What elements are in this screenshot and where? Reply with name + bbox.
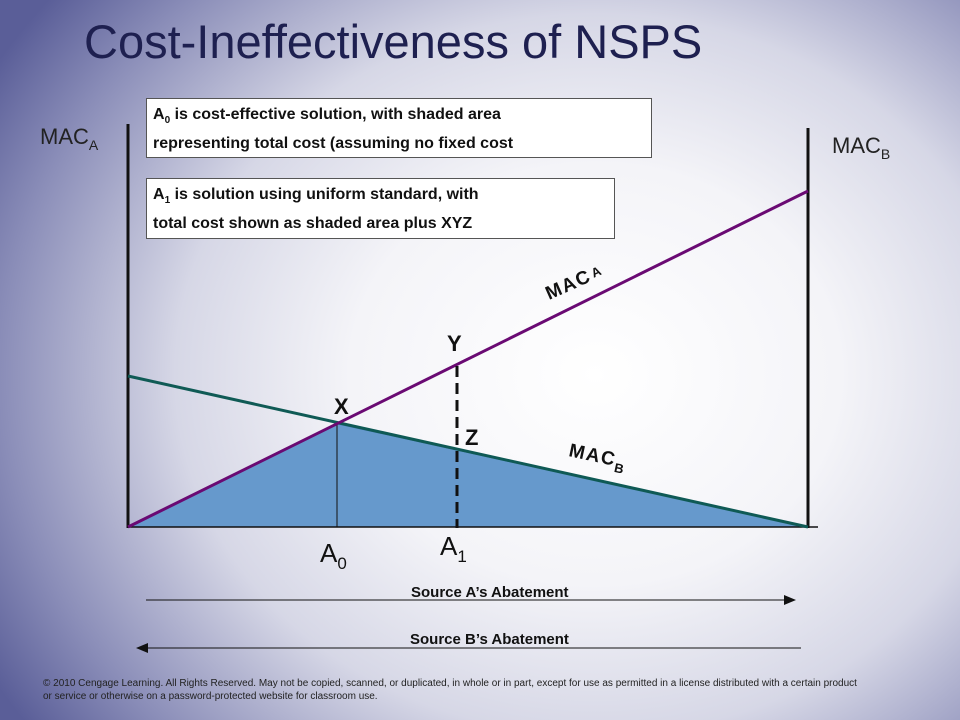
slide-title: Cost-Ineffectiveness of NSPS [84,15,703,68]
callout-a0: A0 is cost-effective solution, with shad… [146,98,652,158]
left-axis-label: MACA [40,124,99,153]
mac-b-curve [127,374,809,529]
source-b-abatement-label: Source B’s Abatement [410,631,569,648]
source-a-arrowhead [784,595,796,605]
source-b-arrowhead [136,643,148,653]
a0-tick-label: A0 [320,538,347,573]
point-z-label: Z [465,425,478,450]
point-y-label: Y [447,331,462,356]
source-a-abatement-label: Source A’s Abatement [411,584,569,601]
right-axis-label: MACB [832,133,890,162]
copyright-notice: © 2010 Cengage Learning. All Rights Rese… [43,678,857,702]
callout-a1: A1 is solution using uniform standard, w… [146,178,615,239]
mac-a-curve-label: MACA [542,261,606,305]
mac-b-curve-label: MACB [566,440,629,477]
a1-tick-label: A1 [440,531,467,566]
mac-a-curve [127,189,809,529]
point-x-label: X [334,394,349,419]
